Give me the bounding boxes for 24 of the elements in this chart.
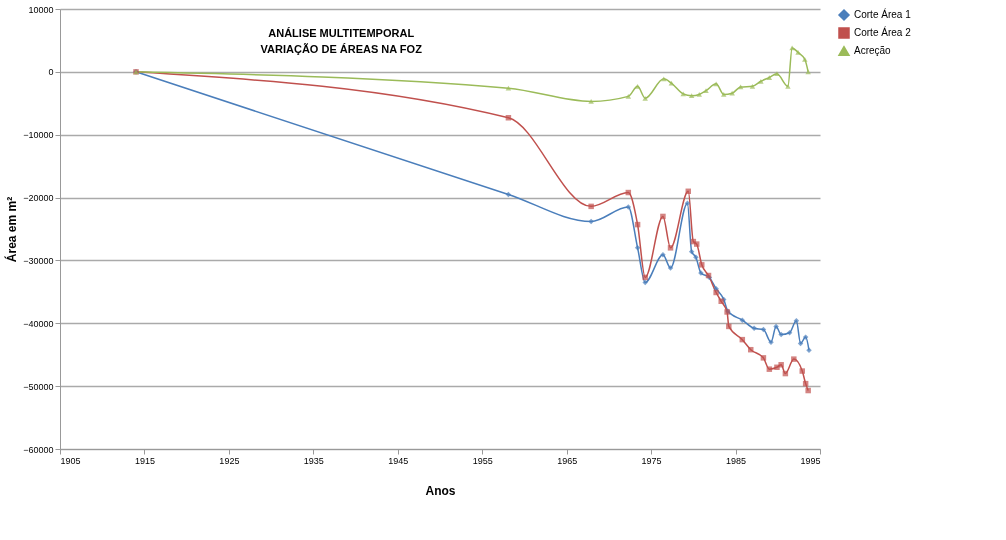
x-axis-title: Anos	[425, 483, 456, 498]
y-tick-label: −40000	[23, 318, 54, 329]
y-tick-label: −30000	[23, 255, 54, 266]
x-tick-label: 1975	[641, 455, 662, 466]
x-tick-label: 1995	[800, 455, 821, 466]
x-tick-label: 1935	[303, 455, 324, 466]
y-tick-label: −20000	[23, 193, 54, 204]
x-tick-label: 1905	[60, 455, 81, 466]
x-tick-label: 1985	[726, 455, 747, 466]
y-tick-label: −60000	[23, 444, 54, 455]
legend-label: Acreção	[854, 45, 892, 56]
y-tick-label: 10000	[28, 4, 54, 15]
x-tick-label: 1965	[557, 455, 578, 466]
y-tick-label: 0	[48, 67, 54, 78]
y-axis-title: Área em m²	[4, 196, 20, 263]
x-tick-label: 1945	[388, 455, 409, 466]
x-tick-label: 1915	[134, 455, 155, 466]
y-tick-label: −50000	[23, 381, 54, 392]
text: ANÁLISE MULTITEMPORAL VARIAÇÃO DE ÁREAS NA FOZ	[260, 27, 423, 55]
x-tick-label: 1955	[472, 455, 493, 466]
legend-label: Corte Área 1	[854, 8, 912, 20]
x-tick-label: 1925	[219, 455, 240, 466]
y-tick-label: −10000	[23, 130, 54, 141]
legend-label: Corte Área 2	[854, 26, 912, 38]
